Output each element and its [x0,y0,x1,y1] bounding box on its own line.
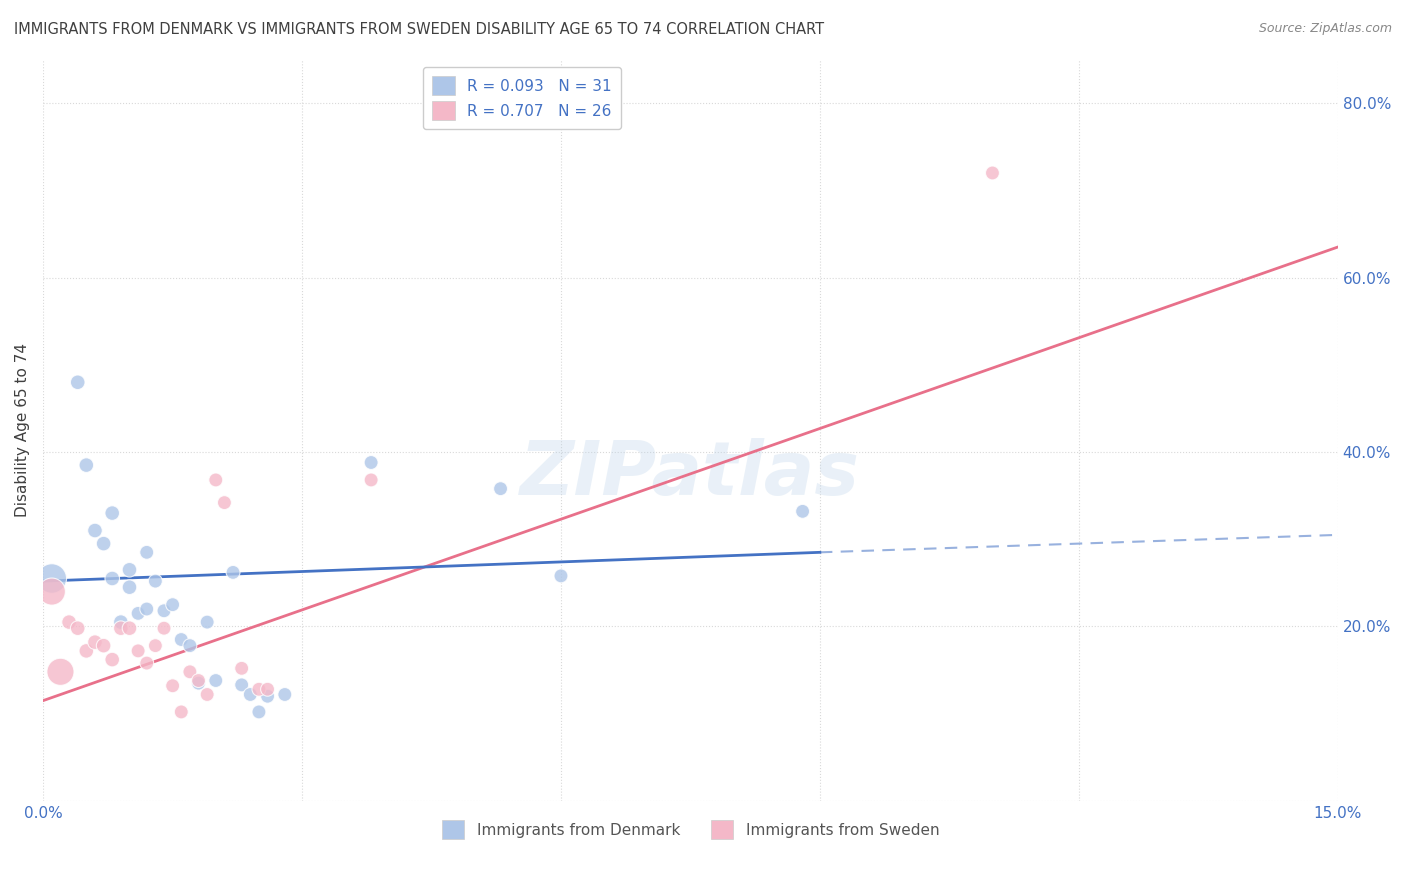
Point [162,598,184,612]
Legend: Immigrants from Denmark, Immigrants from Sweden: Immigrants from Denmark, Immigrants from… [436,814,945,845]
Point [195,615,218,629]
Point [360,473,382,487]
Point [187,676,209,690]
Point [360,456,382,470]
Point [127,644,149,658]
Point [135,656,157,670]
Point [58,615,80,629]
Text: IMMIGRANTS FROM DENMARK VS IMMIGRANTS FROM SWEDEN DISABILITY AGE 65 TO 74 CORREL: IMMIGRANTS FROM DENMARK VS IMMIGRANTS FR… [14,22,824,37]
Y-axis label: Disability Age 65 to 74: Disability Age 65 to 74 [15,343,30,517]
Point [214,495,236,509]
Point [981,166,1004,180]
Point [153,604,176,618]
Point [84,635,107,649]
Point [110,621,132,635]
Point [101,652,124,666]
Point [93,536,115,550]
Point [162,679,184,693]
Point [170,632,193,647]
Point [274,688,297,702]
Point [49,665,72,679]
Point [41,584,63,599]
Point [118,621,141,635]
Point [118,580,141,594]
Point [792,504,814,518]
Point [179,639,201,653]
Point [231,678,253,692]
Point [256,690,278,704]
Point [75,458,97,472]
Point [247,682,270,697]
Point [110,615,132,629]
Point [231,661,253,675]
Point [153,621,176,635]
Text: ZIPatlas: ZIPatlas [520,438,860,511]
Point [222,566,245,580]
Text: Source: ZipAtlas.com: Source: ZipAtlas.com [1258,22,1392,36]
Point [195,688,218,702]
Point [135,545,157,559]
Point [256,682,278,697]
Point [41,572,63,586]
Point [101,572,124,586]
Point [187,673,209,688]
Point [179,665,201,679]
Point [204,473,226,487]
Point [66,621,89,635]
Point [66,376,89,390]
Point [550,569,572,583]
Point [93,639,115,653]
Point [127,607,149,621]
Point [247,705,270,719]
Point [145,639,167,653]
Point [145,574,167,588]
Point [239,688,262,702]
Point [101,506,124,520]
Point [75,644,97,658]
Point [135,602,157,616]
Point [204,673,226,688]
Point [84,524,107,538]
Point [170,705,193,719]
Point [118,563,141,577]
Point [489,482,512,496]
